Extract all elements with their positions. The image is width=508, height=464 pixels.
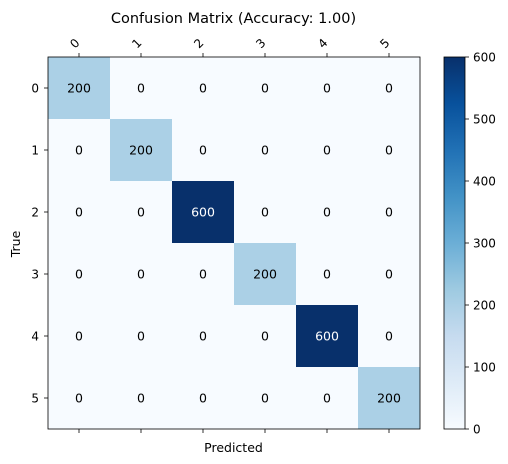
heatmap-cell bbox=[296, 181, 358, 243]
cell-value-label: 0 bbox=[323, 143, 331, 158]
cell-value-label: 0 bbox=[137, 267, 145, 282]
cell-value-label: 0 bbox=[199, 81, 207, 96]
cell-value-label: 0 bbox=[261, 143, 269, 158]
cell-value-label: 0 bbox=[385, 267, 393, 282]
heatmap-cell bbox=[48, 119, 110, 181]
heatmap-cell bbox=[48, 57, 110, 119]
y-tick-label: 0 bbox=[31, 82, 39, 96]
heatmap-cell bbox=[358, 119, 420, 181]
cell-value-label: 0 bbox=[199, 143, 207, 158]
cell-value-label: 200 bbox=[253, 267, 277, 282]
heatmap-cell bbox=[234, 243, 296, 305]
colorbar bbox=[443, 56, 466, 430]
heatmap-cell bbox=[234, 181, 296, 243]
heatmap-cell bbox=[110, 367, 172, 429]
heatmap-cell bbox=[110, 119, 172, 181]
chart-title: Confusion Matrix (Accuracy: 1.00) bbox=[111, 11, 356, 27]
heatmap-cell bbox=[358, 181, 420, 243]
heatmap-cell bbox=[172, 305, 234, 367]
colorbar-tick-label: 400 bbox=[473, 175, 496, 189]
plot-frame bbox=[47, 56, 421, 430]
heatmap-cell bbox=[358, 367, 420, 429]
heatmap-cell bbox=[172, 57, 234, 119]
cell-value-label: 0 bbox=[385, 329, 393, 344]
cell-value-label: 0 bbox=[385, 81, 393, 96]
cell-value-label: 0 bbox=[323, 391, 331, 406]
x-tick-label: 1 bbox=[129, 36, 144, 51]
cell-value-label: 0 bbox=[137, 391, 145, 406]
heatmap-cell bbox=[296, 57, 358, 119]
colorbar-tick-label: 500 bbox=[473, 113, 496, 127]
heatmap-cell bbox=[48, 243, 110, 305]
heatmap-cell bbox=[358, 57, 420, 119]
cell-value-label: 0 bbox=[137, 81, 145, 96]
heatmap-cell bbox=[296, 367, 358, 429]
cell-value-label: 0 bbox=[75, 329, 83, 344]
cell-value-label: 0 bbox=[75, 143, 83, 158]
x-axis-label: Predicted bbox=[204, 440, 263, 455]
heatmap-cell bbox=[110, 305, 172, 367]
x-tick-label: 5 bbox=[377, 36, 392, 51]
heatmap-cell bbox=[234, 119, 296, 181]
cell-value-label: 0 bbox=[261, 81, 269, 96]
heatmap-cell bbox=[296, 305, 358, 367]
heatmap-cell bbox=[48, 181, 110, 243]
cell-value-label: 200 bbox=[377, 391, 401, 406]
x-tick-label: 2 bbox=[191, 36, 206, 51]
cell-value-label: 0 bbox=[75, 391, 83, 406]
cell-value-label: 0 bbox=[137, 205, 145, 220]
y-tick-label: 3 bbox=[31, 268, 39, 282]
cell-value-label: 600 bbox=[315, 329, 339, 344]
heatmap-cell bbox=[172, 119, 234, 181]
colorbar-tick-label: 0 bbox=[473, 423, 481, 437]
x-tick-label: 3 bbox=[253, 36, 268, 51]
y-tick-label: 4 bbox=[31, 330, 39, 344]
cell-value-label: 0 bbox=[385, 143, 393, 158]
y-axis-label: True bbox=[8, 230, 23, 258]
heatmap-cell bbox=[110, 243, 172, 305]
heatmap-cell bbox=[110, 181, 172, 243]
heatmap-cell bbox=[234, 57, 296, 119]
heatmap-cell bbox=[172, 181, 234, 243]
y-tick-label: 2 bbox=[31, 206, 39, 220]
cell-value-label: 0 bbox=[199, 329, 207, 344]
heatmap-cell bbox=[358, 243, 420, 305]
heatmap-cell bbox=[48, 367, 110, 429]
colorbar-tick-label: 200 bbox=[473, 299, 496, 313]
heatmap-cell bbox=[358, 305, 420, 367]
colorbar-tick-label: 600 bbox=[473, 51, 496, 65]
heatmap-cell bbox=[110, 57, 172, 119]
colorbar-tick-label: 300 bbox=[473, 237, 496, 251]
cell-value-label: 0 bbox=[75, 267, 83, 282]
x-tick-label: 0 bbox=[67, 36, 82, 51]
colorbar-tick-label: 100 bbox=[473, 361, 496, 375]
heatmap-cell bbox=[172, 243, 234, 305]
cell-value-label: 0 bbox=[199, 391, 207, 406]
heatmap-cell bbox=[296, 119, 358, 181]
cell-value-label: 200 bbox=[67, 81, 91, 96]
y-tick-label: 1 bbox=[31, 144, 39, 158]
cell-value-label: 0 bbox=[137, 329, 145, 344]
cell-value-label: 0 bbox=[323, 81, 331, 96]
cell-value-label: 0 bbox=[75, 205, 83, 220]
cell-value-label: 0 bbox=[323, 267, 331, 282]
heatmap-cell bbox=[234, 305, 296, 367]
cell-value-label: 200 bbox=[129, 143, 153, 158]
heatmap-cell bbox=[48, 305, 110, 367]
cell-value-label: 0 bbox=[385, 205, 393, 220]
cell-value-label: 0 bbox=[261, 205, 269, 220]
cell-value-label: 0 bbox=[261, 329, 269, 344]
cell-value-label: 0 bbox=[323, 205, 331, 220]
heatmap-cell bbox=[296, 243, 358, 305]
cell-value-label: 600 bbox=[191, 205, 215, 220]
cell-value-label: 0 bbox=[199, 267, 207, 282]
x-tick-label: 4 bbox=[315, 36, 330, 51]
heatmap-cell bbox=[234, 367, 296, 429]
y-tick-label: 5 bbox=[31, 392, 39, 406]
heatmap-cell bbox=[172, 367, 234, 429]
cell-value-label: 0 bbox=[261, 391, 269, 406]
